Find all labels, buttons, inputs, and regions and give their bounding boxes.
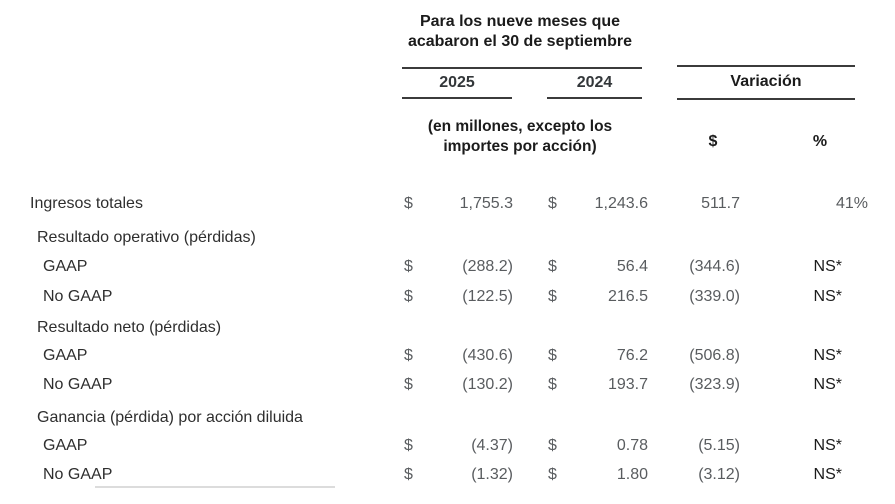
dollar-sign: $: [548, 258, 557, 275]
row-label: GAAP: [43, 347, 88, 364]
period-header: Para los nueve meses que acabaron el 30 …: [407, 13, 633, 50]
value-2025: 1,755.3: [459, 195, 513, 212]
variation-percent-value: NS*: [813, 347, 842, 364]
value-2024: 0.78: [616, 437, 648, 454]
table-row-neto-no-gaap: No GAAP $ (130.2) $ 193.7 (323.9) NS*: [0, 375, 895, 397]
underline-2024: [547, 97, 642, 99]
column-header-2025: 2025: [439, 74, 475, 91]
value-2025: (288.2): [462, 258, 513, 275]
row-label: GAAP: [43, 437, 88, 454]
row-label: No GAAP: [43, 288, 113, 305]
dollar-sign: $: [404, 437, 413, 454]
value-2024: 1.80: [616, 466, 648, 483]
table-row-eps-no-gaap: No GAAP $ (1.32) $ 1.80 (3.12) NS*: [0, 465, 895, 487]
dollar-sign: $: [404, 258, 413, 275]
variation-dollar-value: (506.8): [689, 347, 740, 364]
table-row-section-ganancia-por-accion: Ganancia (pérdida) por acción diluida: [0, 408, 895, 430]
variation-dollar-value: 511.7: [701, 195, 740, 212]
variation-percent-value: NS*: [813, 437, 842, 454]
dollar-sign: $: [404, 288, 413, 305]
variation-dollar-value: (344.6): [689, 258, 740, 275]
period-underline: [402, 67, 642, 69]
variation-dollar-value: (339.0): [689, 288, 740, 305]
table-row-eps-gaap: GAAP $ (4.37) $ 0.78 (5.15) NS*: [0, 436, 895, 458]
value-2025: (122.5): [462, 288, 513, 305]
table-row-operativo-no-gaap: No GAAP $ (122.5) $ 216.5 (339.0) NS*: [0, 287, 895, 309]
value-2024: 56.4: [616, 258, 648, 275]
dollar-sign: $: [548, 195, 557, 212]
dollar-sign: $: [548, 288, 557, 305]
variation-percent-value: NS*: [813, 466, 842, 483]
units-note: (en millones, excepto los importes por a…: [427, 118, 613, 155]
value-2024: 193.7: [607, 376, 648, 393]
variation-header: Variación: [730, 73, 802, 90]
row-label: Ingresos totales: [30, 195, 143, 212]
variation-percent-column-header: %: [812, 133, 828, 150]
variation-dollar-column-header: $: [708, 133, 718, 150]
value-2025: (130.2): [462, 376, 513, 393]
section-label: Ganancia (pérdida) por acción diluida: [37, 409, 303, 426]
variation-percent-value: NS*: [813, 376, 842, 393]
dollar-sign: $: [548, 376, 557, 393]
variation-underline: [677, 98, 855, 100]
row-label: No GAAP: [43, 466, 113, 483]
dollar-sign: $: [404, 376, 413, 393]
dollar-sign: $: [548, 347, 557, 364]
variation-percent-value: NS*: [813, 288, 842, 305]
table-row-section-resultado-neto: Resultado neto (pérdidas): [0, 318, 895, 340]
row-label: No GAAP: [43, 376, 113, 393]
section-label: Resultado neto (pérdidas): [37, 319, 222, 336]
dollar-sign: $: [548, 466, 557, 483]
dollar-sign: $: [404, 466, 413, 483]
variation-percent-value: NS*: [813, 258, 842, 275]
variation-percent-value: 41%: [835, 195, 868, 212]
row-label: GAAP: [43, 258, 88, 275]
dollar-sign: $: [548, 437, 557, 454]
value-2025: (430.6): [462, 347, 513, 364]
value-2025: (4.37): [471, 437, 513, 454]
value-2024: 216.5: [607, 288, 648, 305]
section-label: Resultado operativo (pérdidas): [37, 229, 256, 246]
underline-2025: [402, 97, 512, 99]
table-row-ingresos-totales: Ingresos totales $ 1,755.3 $ 1,243.6 511…: [0, 194, 895, 216]
variation-dollar-value: (5.15): [698, 437, 740, 454]
variation-topline: [677, 65, 855, 67]
dollar-sign: $: [404, 195, 413, 212]
value-2025: (1.32): [471, 466, 513, 483]
table-row-operativo-gaap: GAAP $ (288.2) $ 56.4 (344.6) NS*: [0, 257, 895, 279]
dollar-sign: $: [404, 347, 413, 364]
table-row-section-resultado-operativo: Resultado operativo (pérdidas): [0, 228, 895, 250]
value-2024: 1,243.6: [594, 195, 648, 212]
column-header-2024: 2024: [576, 74, 613, 91]
variation-dollar-value: (3.12): [698, 466, 740, 483]
value-2024: 76.2: [616, 347, 648, 364]
variation-dollar-value: (323.9): [689, 376, 740, 393]
table-bottom-faint-rule: [95, 486, 335, 488]
table-row-neto-gaap: GAAP $ (430.6) $ 76.2 (506.8) NS*: [0, 346, 895, 368]
